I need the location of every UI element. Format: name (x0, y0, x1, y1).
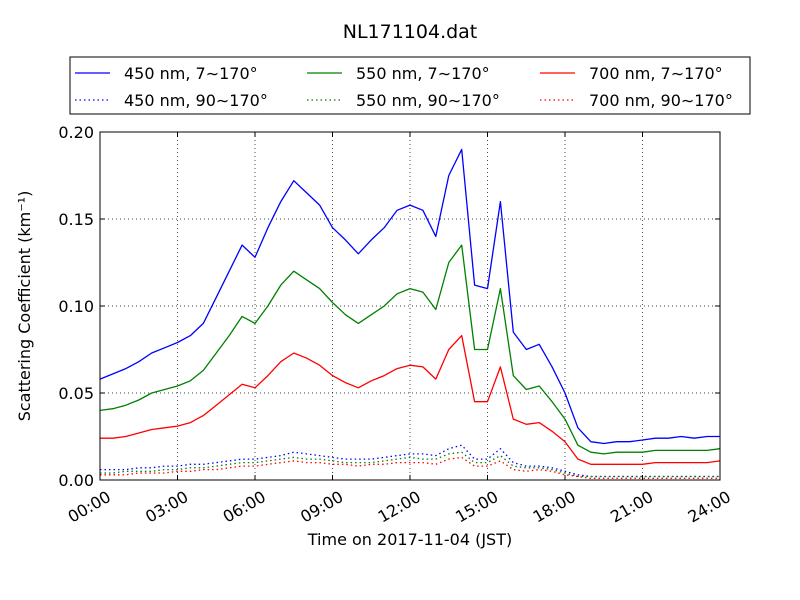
y-tick-label: 0.05 (58, 384, 94, 403)
axis-ticks (99, 131, 721, 481)
x-axis-label: Time on 2017-11-04 (JST) (307, 530, 512, 549)
x-tick-label: 18:00 (530, 487, 579, 527)
x-tick-label: 21:00 (607, 487, 656, 527)
legend-label-2: 700 nm, 7∼170° (589, 64, 723, 83)
series-line-0 (99, 148, 720, 445)
y-tick-label: 0.20 (58, 123, 94, 142)
series-lines (99, 148, 721, 479)
y-axis-label: Scattering Coefficient (km⁻¹) (15, 191, 34, 422)
series-line-3 (100, 444, 720, 478)
x-tick-label: 15:00 (452, 487, 501, 527)
legend-label-4: 550 nm, 90∼170° (356, 91, 500, 110)
x-tick-label: 03:00 (142, 487, 191, 527)
legend: 450 nm, 7∼170° 550 nm, 7∼170° 700 nm, 7∼17… (69, 56, 751, 115)
legend-box (69, 56, 751, 115)
legend-label-3: 450 nm, 90∼170° (124, 91, 268, 110)
y-tick-label: 0.10 (58, 297, 94, 316)
y-tick-label: 0.15 (58, 210, 94, 229)
legend-label-1: 550 nm, 7∼170° (356, 64, 490, 83)
legend-label-0: 450 nm, 7∼170° (124, 64, 258, 83)
plot-area (99, 131, 721, 481)
x-tick-label: 09:00 (297, 487, 346, 527)
chart-title: NL171104.dat (343, 21, 478, 43)
legend-label-5: 700 nm, 90∼170° (589, 91, 733, 110)
series-line-2 (100, 334, 721, 465)
x-tick-labels: 00:00 03:00 06:00 09:00 12:00 15:00 18:00 21:00… (65, 487, 734, 527)
series-line-1 (99, 244, 721, 455)
series-line-5 (100, 456, 720, 479)
x-tick-label: 00:00 (65, 487, 114, 527)
x-tick-label: 06:00 (220, 487, 269, 527)
grid (100, 132, 720, 480)
y-tick-labels: 0.00 0.05 0.10 0.15 0.20 (58, 123, 94, 490)
series-line-4 (100, 451, 720, 478)
x-tick-label: 24:00 (685, 487, 734, 527)
y-tick-label: 0.00 (58, 471, 94, 490)
x-tick-label: 12:00 (375, 487, 424, 527)
